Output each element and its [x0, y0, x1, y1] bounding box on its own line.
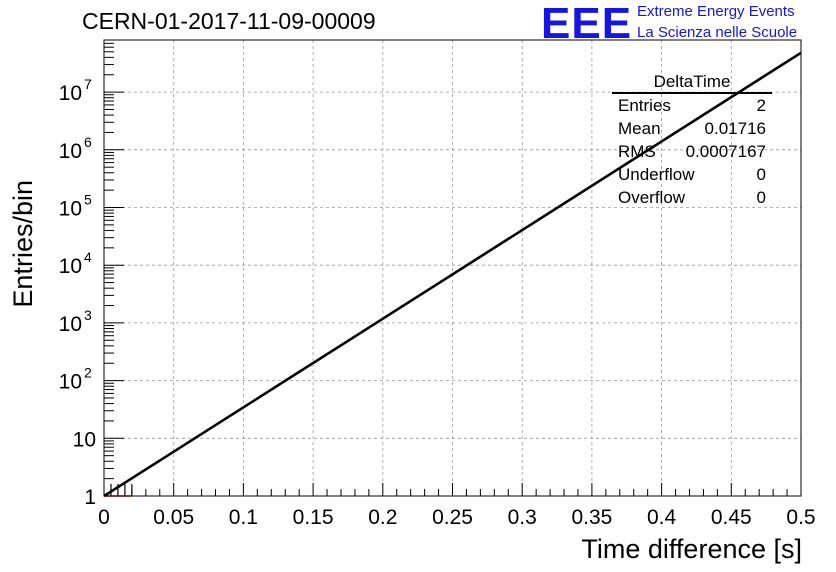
- stats-row-overflow: Overflow 0: [612, 186, 772, 209]
- stats-row-mean: Mean 0.01716: [612, 117, 772, 140]
- x-tick-label: 0.25: [432, 506, 473, 529]
- stats-value: 0.0007167: [685, 142, 766, 161]
- series-line: [103, 51, 802, 498]
- y-tick-label: 10: [73, 428, 96, 451]
- stats-box: DeltaTime Entries 2 Mean 0.01716 RMS 0.0…: [612, 72, 772, 209]
- x-tick-label: 0.5: [786, 506, 815, 529]
- y-tick-exponent: 6: [84, 134, 92, 150]
- y-tick-label: 10: [59, 255, 82, 278]
- stats-value: 0: [756, 165, 766, 184]
- y-tick-exponent: 7: [84, 76, 92, 92]
- y-tick-exponent: 4: [84, 249, 92, 265]
- stats-label: Mean: [618, 119, 661, 138]
- stats-value: 0.01716: [704, 119, 766, 138]
- x-tick-label: 0.2: [368, 506, 397, 529]
- x-tick-label: 0.45: [711, 506, 752, 529]
- stats-label: Entries: [618, 96, 671, 115]
- stats-row-rms: RMS 0.0007167: [612, 140, 772, 163]
- logo-caption-line-2: La Scienza nelle Scuole: [637, 24, 798, 41]
- x-tick-label: 0.15: [293, 506, 334, 529]
- logo-caption-line-1: Extreme Energy Events: [637, 3, 795, 20]
- stats-value: 2: [756, 96, 766, 115]
- x-tick-label: 0.4: [647, 506, 677, 529]
- plot-frame: [103, 39, 802, 497]
- y-tick-label: 10: [59, 313, 82, 336]
- stats-row-underflow: Underflow 0: [612, 163, 772, 186]
- y-tick-exponent: 2: [84, 365, 92, 381]
- x-tick-label: 0.1: [229, 506, 258, 529]
- y-tick-label: 10: [59, 140, 82, 163]
- y-tick-label: 10: [59, 371, 82, 394]
- stats-title: DeltaTime: [612, 72, 772, 94]
- stats-row-entries: Entries 2: [612, 94, 772, 117]
- x-tick-label: 0.05: [153, 506, 194, 529]
- stats-label: Underflow: [618, 165, 695, 184]
- stats-value: 0: [756, 188, 766, 207]
- grid-lines: [104, 40, 801, 496]
- stats-label: RMS: [618, 142, 656, 161]
- x-tick-label: 0.35: [571, 506, 612, 529]
- data-series: [103, 51, 802, 498]
- y-tick-exponent: 5: [84, 192, 92, 208]
- x-tick-label: 0.3: [508, 506, 537, 529]
- x-tick-labels: 0 0.05 0.1 0.15 0.2 0.25 0.3 0.35 0.4 0.45 0.5: [98, 506, 815, 529]
- x-axis-label: Time difference [s]: [581, 534, 802, 564]
- y-tick-label: 10: [59, 198, 82, 221]
- chart-title: CERN-01-2017-11-09-00009: [82, 8, 376, 34]
- y-tick-exponent: 3: [84, 307, 92, 323]
- y-tick-label: 1: [84, 486, 96, 509]
- x-tick-label: 0: [98, 506, 110, 529]
- y-tick-label: 10: [59, 82, 82, 105]
- stats-label: Overflow: [618, 188, 686, 207]
- eee-logo: EEE: [541, 0, 633, 48]
